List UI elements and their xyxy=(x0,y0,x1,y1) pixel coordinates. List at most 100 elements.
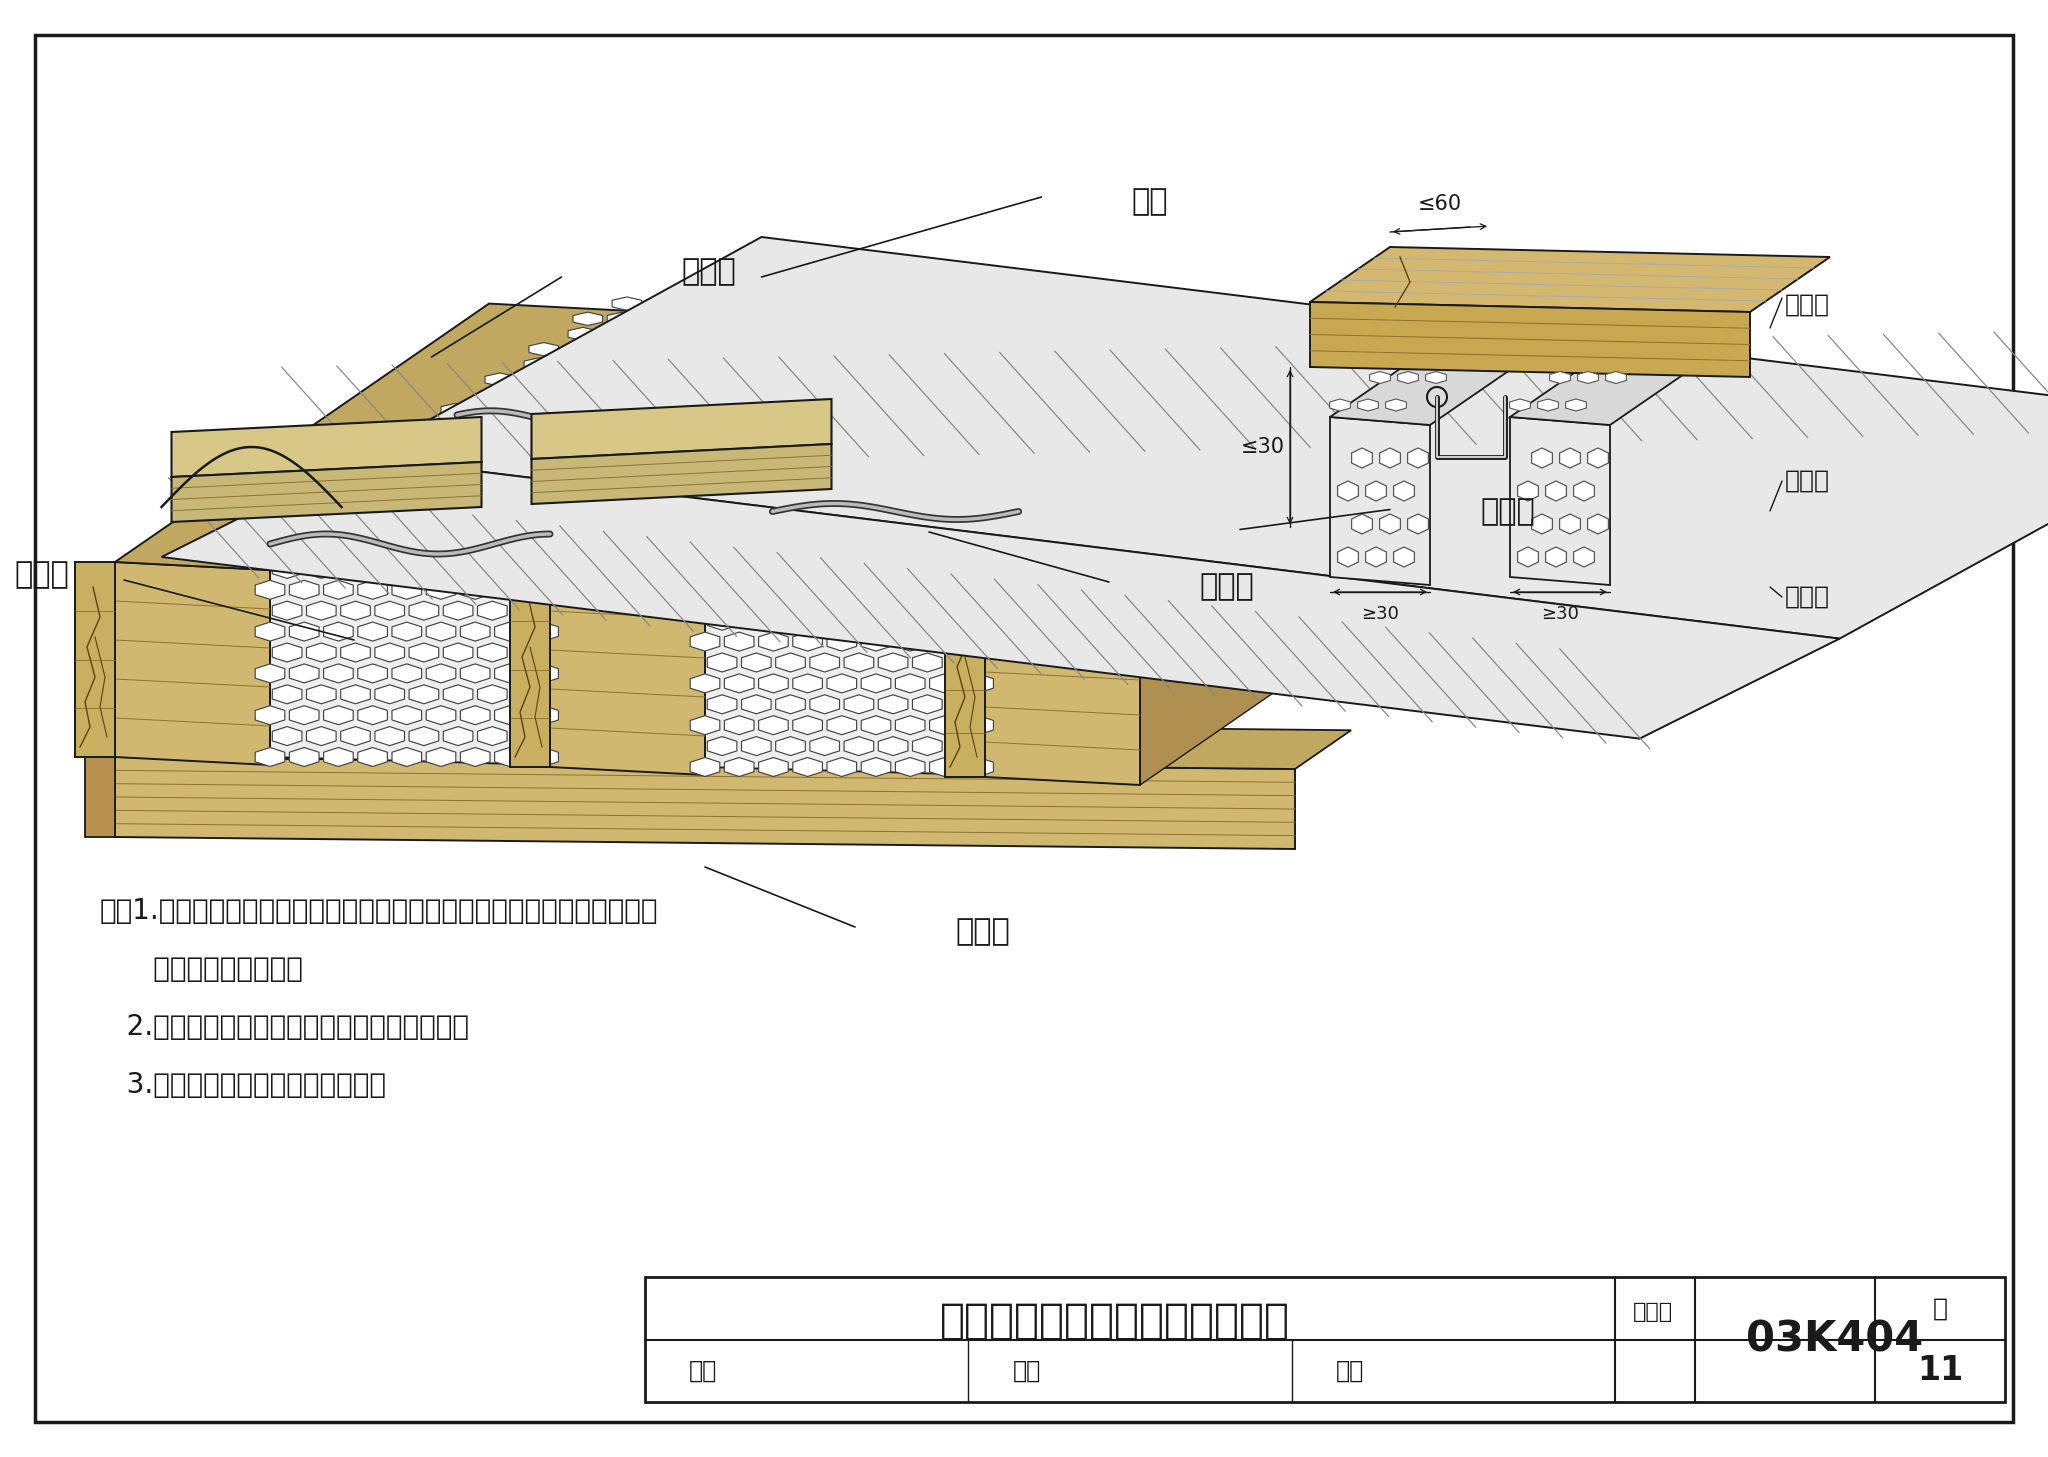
Polygon shape xyxy=(705,417,1210,580)
Polygon shape xyxy=(729,358,760,372)
Polygon shape xyxy=(707,610,737,631)
Polygon shape xyxy=(913,737,942,756)
Polygon shape xyxy=(442,559,473,578)
Polygon shape xyxy=(373,510,401,523)
Polygon shape xyxy=(1188,481,1219,494)
Polygon shape xyxy=(905,449,934,462)
Polygon shape xyxy=(997,565,1028,578)
Polygon shape xyxy=(289,580,319,599)
Polygon shape xyxy=(741,695,772,714)
Polygon shape xyxy=(328,541,358,554)
Polygon shape xyxy=(743,418,774,431)
Polygon shape xyxy=(1370,372,1391,383)
Polygon shape xyxy=(512,602,541,621)
Polygon shape xyxy=(598,342,627,356)
Polygon shape xyxy=(670,541,700,554)
Polygon shape xyxy=(690,373,719,386)
Polygon shape xyxy=(1032,565,1061,578)
Polygon shape xyxy=(289,664,319,683)
Polygon shape xyxy=(578,510,608,523)
Polygon shape xyxy=(862,632,891,651)
Polygon shape xyxy=(944,602,985,777)
Polygon shape xyxy=(985,602,1141,785)
Polygon shape xyxy=(524,358,553,372)
Polygon shape xyxy=(846,481,877,494)
Polygon shape xyxy=(631,342,662,356)
Polygon shape xyxy=(946,653,977,672)
Polygon shape xyxy=(852,404,881,417)
Polygon shape xyxy=(707,695,737,714)
Polygon shape xyxy=(358,747,387,766)
Polygon shape xyxy=(874,508,903,522)
Polygon shape xyxy=(803,342,831,356)
Polygon shape xyxy=(573,418,602,431)
Polygon shape xyxy=(838,342,866,356)
Polygon shape xyxy=(793,675,823,694)
Polygon shape xyxy=(743,312,774,325)
Polygon shape xyxy=(731,538,760,551)
Polygon shape xyxy=(535,541,563,554)
Polygon shape xyxy=(694,551,723,564)
Text: 塑料管: 塑料管 xyxy=(1198,573,1253,602)
Polygon shape xyxy=(1139,551,1167,564)
Polygon shape xyxy=(741,610,772,631)
Polygon shape xyxy=(1157,466,1188,479)
Polygon shape xyxy=(567,434,598,447)
Polygon shape xyxy=(334,525,362,538)
Text: 低温热水地板辐射供暖地面做法: 低温热水地板辐射供暖地面做法 xyxy=(940,1300,1290,1342)
Polygon shape xyxy=(1094,453,1122,466)
Polygon shape xyxy=(813,481,842,494)
Polygon shape xyxy=(807,434,838,447)
Polygon shape xyxy=(1137,411,1167,424)
Polygon shape xyxy=(1085,481,1116,494)
Polygon shape xyxy=(528,555,559,568)
Polygon shape xyxy=(1165,439,1194,452)
Polygon shape xyxy=(1196,453,1225,466)
Polygon shape xyxy=(496,449,524,462)
Polygon shape xyxy=(727,551,758,564)
Polygon shape xyxy=(705,322,1079,775)
Polygon shape xyxy=(690,715,719,734)
Polygon shape xyxy=(1073,538,1102,551)
Text: 绝热层: 绝热层 xyxy=(14,561,70,590)
Polygon shape xyxy=(782,510,813,523)
Polygon shape xyxy=(1096,439,1126,452)
Polygon shape xyxy=(965,565,993,578)
Polygon shape xyxy=(383,479,412,492)
Polygon shape xyxy=(981,495,1010,508)
Polygon shape xyxy=(494,747,524,766)
Text: 穿过时做法见右图。: 穿过时做法见右图。 xyxy=(100,954,303,983)
Polygon shape xyxy=(1561,514,1581,535)
Polygon shape xyxy=(510,573,551,766)
Polygon shape xyxy=(1550,372,1571,383)
Polygon shape xyxy=(1407,514,1427,535)
Polygon shape xyxy=(410,685,438,704)
Polygon shape xyxy=(827,632,856,651)
Polygon shape xyxy=(809,610,840,631)
Polygon shape xyxy=(582,494,612,508)
Polygon shape xyxy=(881,481,911,494)
Polygon shape xyxy=(885,297,915,310)
Polygon shape xyxy=(272,727,301,746)
Polygon shape xyxy=(410,643,438,661)
Polygon shape xyxy=(739,541,768,554)
Polygon shape xyxy=(461,705,489,724)
Polygon shape xyxy=(836,555,866,568)
Polygon shape xyxy=(930,758,958,777)
Polygon shape xyxy=(465,434,496,447)
Polygon shape xyxy=(1546,481,1567,501)
Polygon shape xyxy=(303,510,334,523)
Polygon shape xyxy=(1104,551,1133,564)
Polygon shape xyxy=(715,297,743,310)
Polygon shape xyxy=(1171,551,1202,564)
Polygon shape xyxy=(1126,453,1157,466)
Polygon shape xyxy=(442,602,473,621)
Polygon shape xyxy=(539,525,567,538)
Polygon shape xyxy=(1059,453,1087,466)
Polygon shape xyxy=(578,404,608,417)
Polygon shape xyxy=(1518,546,1538,567)
Polygon shape xyxy=(485,373,514,386)
Polygon shape xyxy=(864,551,895,564)
Polygon shape xyxy=(510,404,539,417)
Polygon shape xyxy=(905,523,934,536)
